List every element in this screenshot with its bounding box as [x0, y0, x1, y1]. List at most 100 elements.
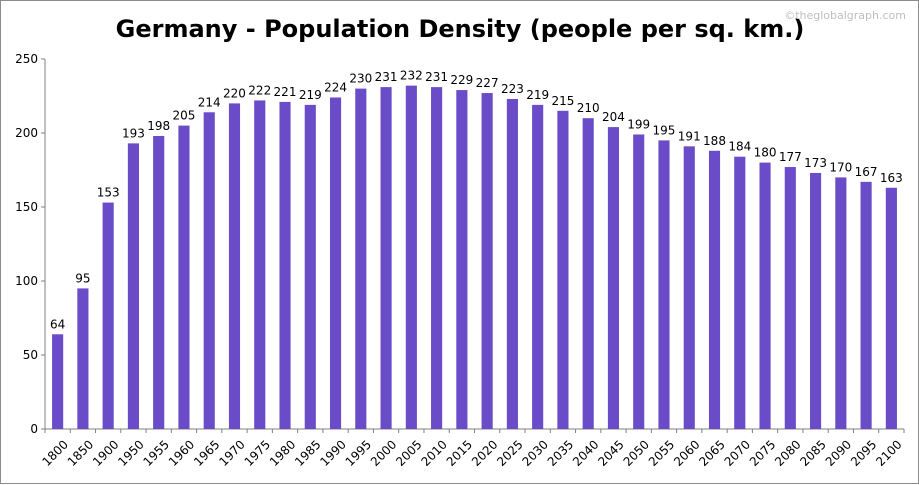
data-label: 193 [122, 126, 145, 140]
data-label: 219 [299, 88, 322, 102]
data-label: 231 [375, 70, 398, 84]
data-label: 177 [779, 150, 802, 164]
x-tick-label: 2000 [368, 437, 399, 468]
x-tick-label: 2040 [570, 437, 601, 468]
x-tick-label: 1970 [216, 437, 247, 468]
bar [734, 156, 746, 429]
bar [178, 125, 190, 429]
bar [607, 127, 620, 429]
data-label: 221 [274, 85, 297, 99]
bar [254, 100, 266, 429]
bar [759, 162, 771, 429]
bars [52, 85, 897, 430]
bar [77, 288, 89, 429]
data-label: 222 [248, 83, 271, 97]
x-tick-label: 2065 [696, 437, 727, 468]
data-label: 153 [97, 186, 120, 200]
data-label: 219 [526, 88, 549, 102]
data-label: 229 [450, 73, 473, 87]
bar [835, 177, 847, 429]
x-tick-label: 2035 [545, 437, 576, 468]
bar [456, 90, 468, 429]
data-label: 215 [551, 94, 574, 108]
x-tick-label: 1950 [115, 437, 146, 468]
data-label: 223 [501, 82, 524, 96]
bar [506, 98, 518, 430]
bar [885, 187, 897, 429]
x-tick-label: 2100 [873, 437, 904, 468]
data-label: 230 [349, 72, 372, 86]
data-label: 231 [425, 70, 448, 84]
x-tick-label: 2090 [823, 437, 854, 468]
data-label: 180 [754, 146, 777, 160]
data-label: 204 [602, 110, 625, 124]
x-tick-label: 1900 [90, 437, 121, 468]
bar [279, 101, 291, 430]
bar [405, 85, 417, 429]
x-tick-label: 1850 [65, 437, 96, 468]
bar [127, 143, 139, 430]
x-axis: 1800185019001950195519601965197019751980… [39, 428, 905, 469]
bar [228, 103, 241, 430]
bar [860, 181, 872, 429]
x-tick-label: 2050 [621, 437, 652, 468]
bar [481, 93, 493, 429]
y-tick-label: 200 [15, 126, 38, 140]
x-tick-label: 2095 [848, 437, 879, 468]
y-tick-label: 50 [23, 348, 38, 362]
x-tick-label: 1985 [292, 437, 323, 468]
data-label: 170 [829, 160, 852, 174]
bar [708, 150, 721, 429]
x-tick-label: 2060 [671, 437, 702, 468]
x-tick-label: 2025 [494, 437, 525, 468]
y-tick-label: 0 [30, 422, 38, 436]
bar [355, 88, 367, 429]
data-label: 184 [728, 140, 751, 154]
bar [784, 167, 796, 430]
data-label: 199 [627, 117, 650, 131]
x-tick-label: 1975 [242, 437, 273, 468]
x-tick-label: 1965 [191, 437, 222, 468]
x-tick-label: 1960 [166, 437, 197, 468]
data-label: 195 [653, 123, 676, 137]
bar [304, 104, 316, 429]
y-tick-label: 100 [15, 274, 38, 288]
data-label: 64 [50, 317, 65, 331]
bar [52, 334, 64, 429]
bar [557, 110, 569, 430]
bar [102, 202, 114, 429]
x-tick-label: 2055 [646, 437, 677, 468]
x-tick-label: 1955 [141, 437, 172, 468]
data-label: 188 [703, 134, 726, 148]
bar [431, 87, 443, 430]
bar [810, 172, 822, 429]
x-tick-label: 2015 [444, 437, 475, 468]
x-tick-label: 1990 [317, 437, 348, 468]
x-tick-label: 1995 [343, 437, 374, 468]
data-label: 232 [400, 69, 423, 83]
x-tick-label: 2020 [469, 437, 500, 468]
data-label: 227 [476, 76, 499, 90]
data-label: 205 [173, 109, 196, 123]
x-tick-label: 2070 [722, 437, 753, 468]
data-label: 210 [577, 101, 600, 115]
data-label: 163 [880, 171, 903, 185]
data-label: 95 [75, 271, 90, 285]
bar [582, 118, 594, 429]
data-label: 220 [223, 86, 246, 100]
x-tick-label: 1980 [267, 437, 298, 468]
y-tick-label: 150 [15, 200, 38, 214]
data-label: 198 [147, 119, 170, 133]
y-tick-label: 250 [15, 52, 38, 66]
data-label: 224 [324, 80, 347, 94]
bar [658, 140, 670, 429]
y-axis: 0 50 100 150 200 250 [15, 52, 46, 436]
x-tick-label: 2085 [797, 437, 828, 468]
watermark: ©theglobalgraph.com [784, 9, 906, 22]
data-label: 167 [855, 165, 878, 179]
x-tick-label: 2010 [418, 437, 449, 468]
bar [329, 97, 342, 429]
